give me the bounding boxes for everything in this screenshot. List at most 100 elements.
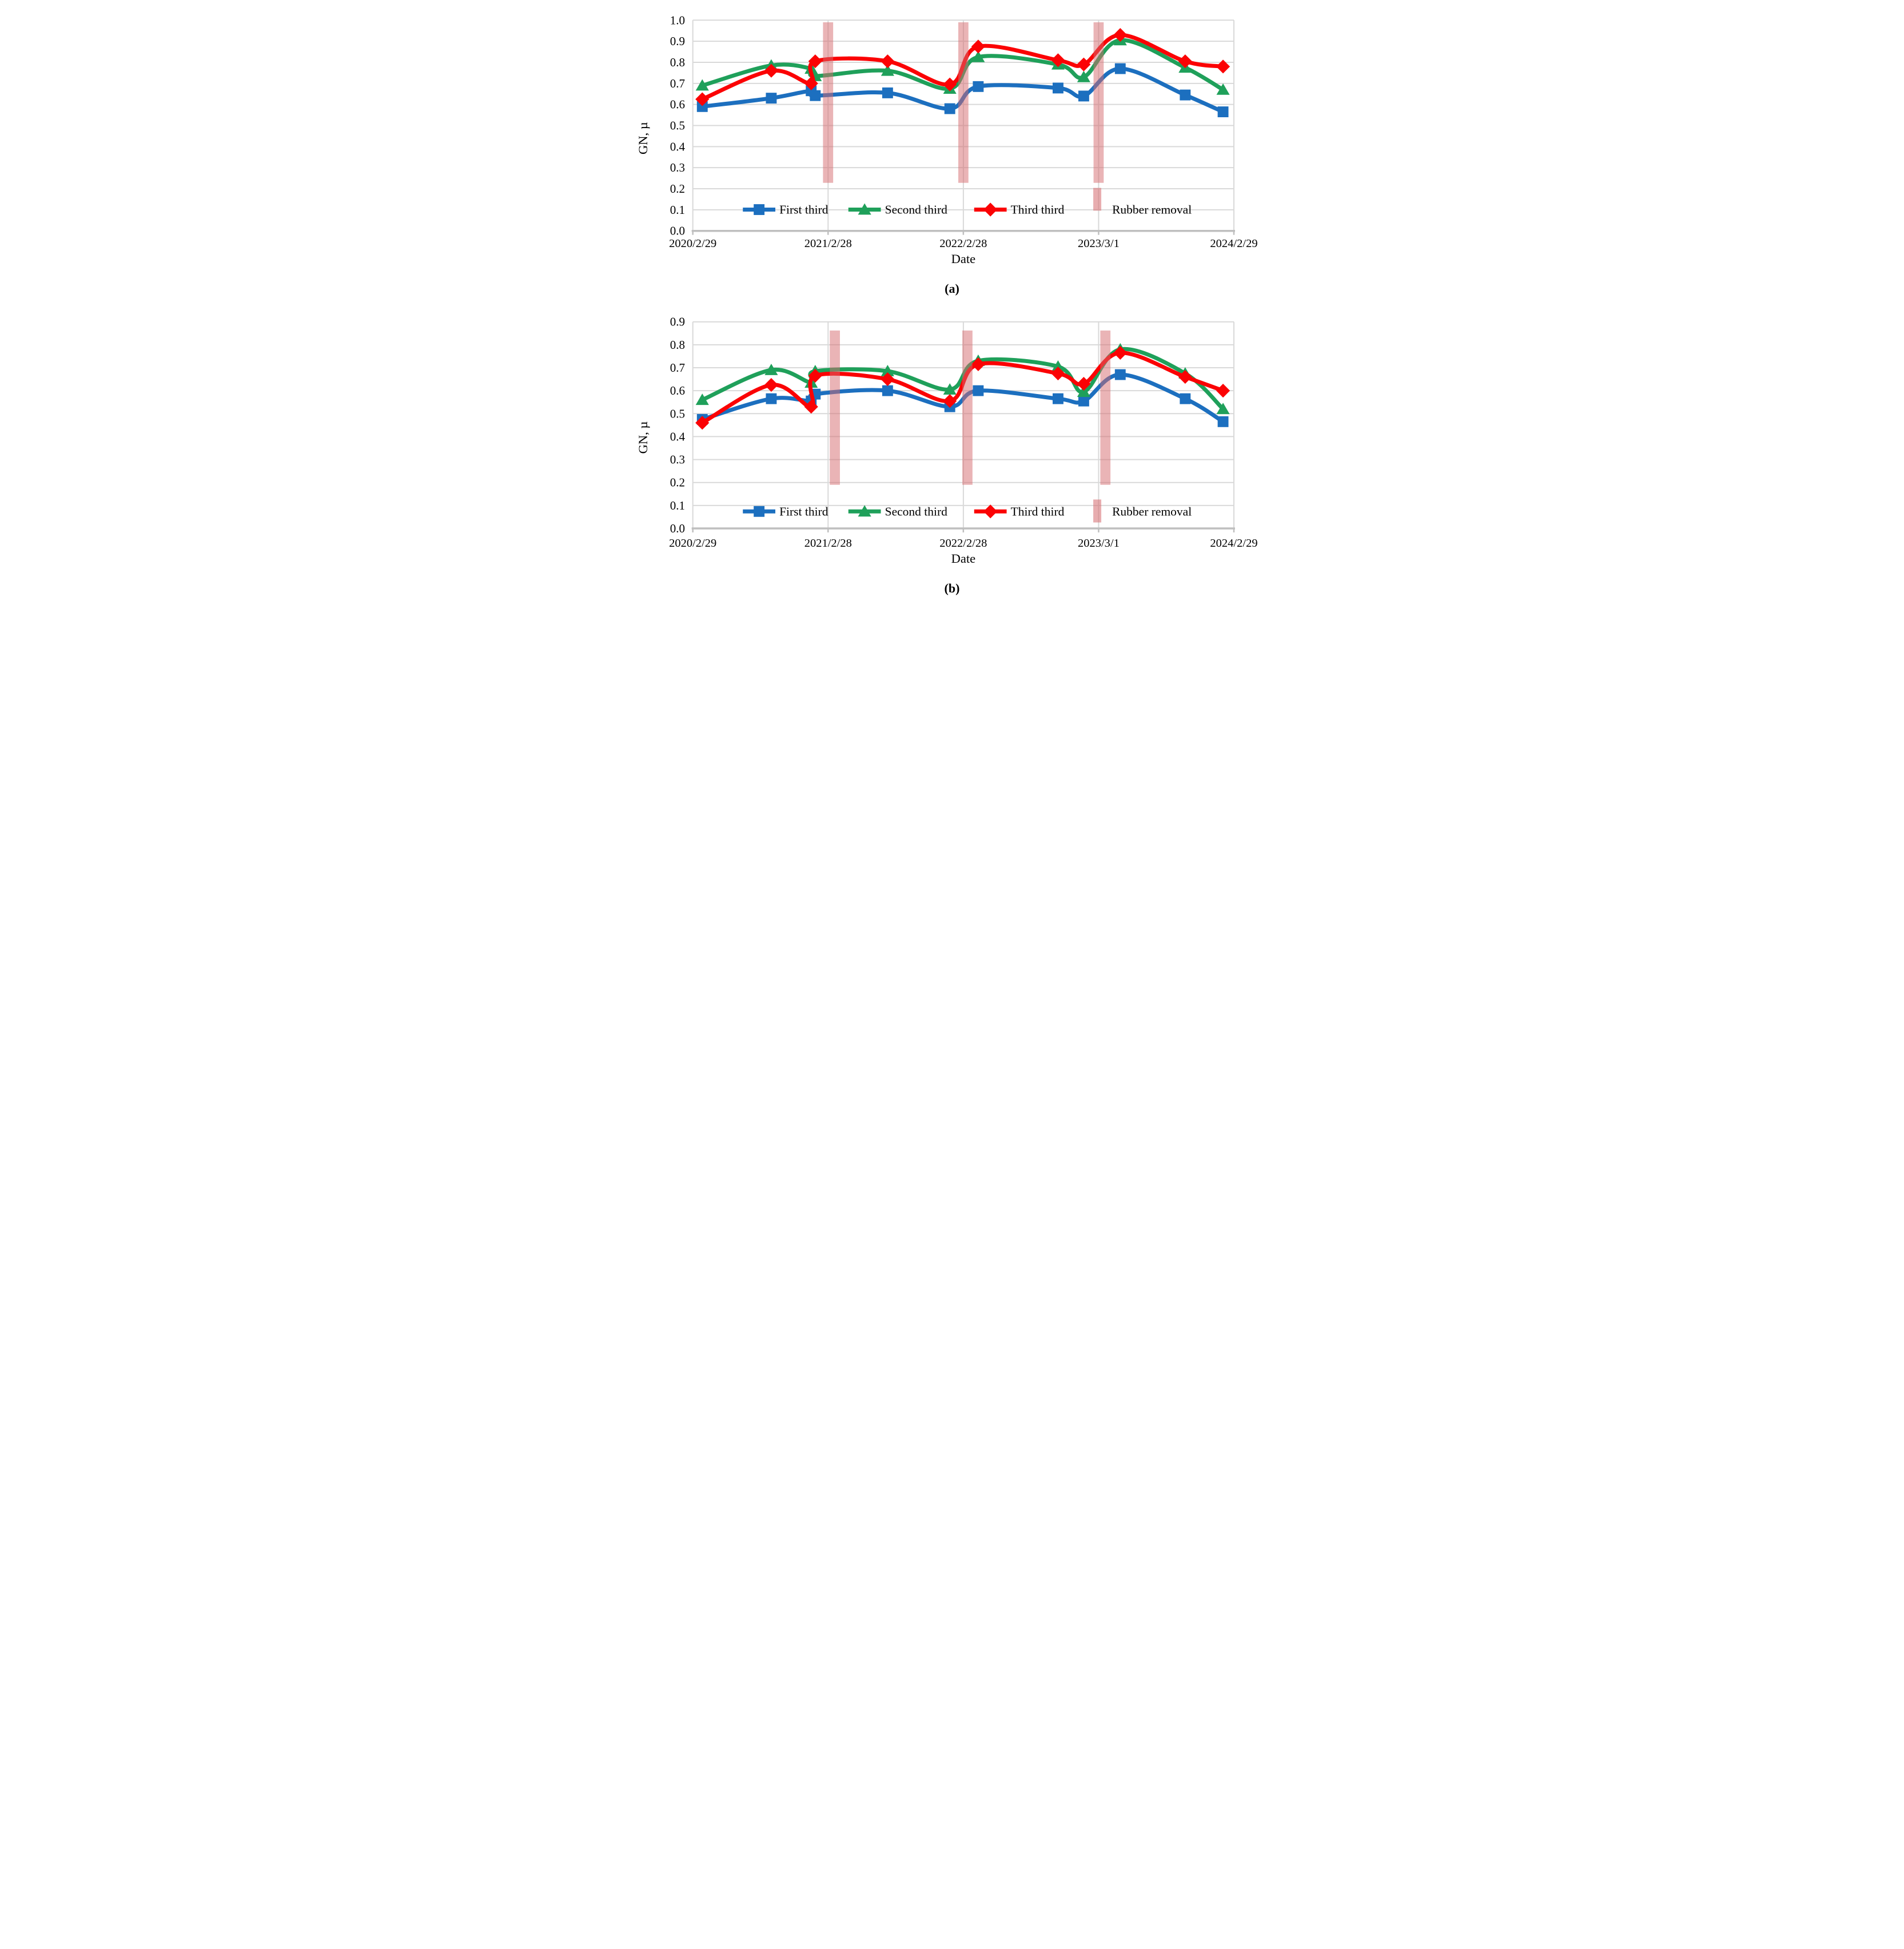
- triangle-marker: [764, 363, 778, 375]
- rubber-removal-bars: [830, 330, 1111, 485]
- x-tick-label: 2022/2/28: [939, 237, 987, 250]
- triangle-marker: [943, 383, 957, 395]
- diamond-marker: [695, 92, 710, 106]
- triangle-marker: [695, 79, 709, 91]
- legend-item-third-third: Third third: [974, 504, 1065, 519]
- triangle-marker: [881, 64, 894, 76]
- square-marker: [1078, 90, 1089, 102]
- triangle-marker: [1216, 83, 1230, 95]
- rubber-removal-bars: [823, 22, 1104, 183]
- diamond-marker: [764, 378, 778, 392]
- x-tick-label: 2020/2/29: [669, 237, 716, 250]
- legend-label: Second third: [885, 202, 948, 216]
- y-tick-label: 0.8: [670, 55, 685, 69]
- legend: First third Second third Third third Rubber…: [743, 499, 1192, 523]
- y-tick-label: 0.8: [670, 338, 685, 352]
- y-axis-title: GN, µ: [636, 421, 650, 454]
- triangle-marker: [1051, 360, 1065, 372]
- diamond-marker: [1051, 366, 1065, 381]
- y-tick-label: 0.1: [670, 203, 685, 217]
- legend-bar-swatch: [1093, 499, 1102, 523]
- legend-item-third-third: Third third: [974, 202, 1065, 217]
- legend-label: Third third: [1011, 202, 1065, 216]
- y-tick-label: 0.0: [670, 224, 685, 238]
- diamond-marker: [971, 39, 985, 54]
- diamond-marker: [881, 54, 895, 69]
- legend-diamond-icon: [983, 504, 998, 519]
- diamond-marker: [1216, 59, 1230, 74]
- y-tick-label: 0.2: [670, 182, 685, 196]
- x-tick-label: 2020/2/29: [669, 537, 716, 550]
- x-axis-title: Date: [951, 551, 975, 566]
- diamond-marker: [971, 357, 985, 372]
- square-marker: [766, 393, 777, 404]
- y-tick-label: 0.6: [670, 98, 685, 112]
- square-marker: [944, 103, 955, 114]
- square-marker: [1114, 63, 1126, 74]
- legend: First third Second third Third third Rubber…: [743, 188, 1192, 217]
- rubber-removal-bar: [1100, 330, 1111, 485]
- axis-labels: 0.0 0.1 0.2 0.3 0.4 0.5 0.6 0.7 0.8 0.9 1.0 2020/2/…: [636, 13, 1258, 266]
- y-tick-label: 0.7: [670, 361, 685, 375]
- legend-square-icon: [754, 506, 765, 517]
- x-axis-title: Date: [951, 252, 975, 266]
- square-marker: [1078, 395, 1089, 407]
- square-marker: [696, 101, 708, 112]
- y-axis-title: GN, µ: [636, 122, 650, 154]
- triangle-marker: [1216, 403, 1230, 415]
- y-tick-label: 0.3: [670, 161, 685, 174]
- diamond-marker: [943, 394, 957, 408]
- legend-item-rubber-removal: Rubber removal: [1093, 188, 1192, 216]
- y-tick-label: 0.0: [670, 522, 685, 535]
- figure-page: First third Second third Third third Rubber…: [635, 0, 1269, 615]
- rubber-removal-bar: [962, 330, 973, 485]
- rubber-removal-bar: [1093, 22, 1104, 183]
- legend-item-first-third: First third: [743, 504, 828, 518]
- legend-item-second-third: Second third: [848, 202, 948, 216]
- panel-a: First third Second third Third third Rubber…: [635, 5, 1269, 296]
- diamond-marker: [1216, 384, 1230, 398]
- axis-labels: 0.0 0.1 0.2 0.3 0.4 0.5 0.6 0.7 0.8 0.9 2020/2/29 2…: [636, 315, 1258, 566]
- rubber-removal-bar: [823, 22, 834, 183]
- square-marker: [1180, 89, 1191, 101]
- triangle-marker: [695, 393, 709, 405]
- legend-item-rubber-removal: Rubber removal: [1093, 499, 1192, 523]
- legend-label: Second third: [885, 504, 948, 518]
- square-marker: [766, 93, 777, 104]
- triangle-marker: [1077, 70, 1090, 82]
- rubber-removal-bar: [830, 330, 840, 485]
- x-tick-label: 2024/2/29: [1210, 237, 1257, 250]
- x-tick-label: 2023/3/1: [1078, 237, 1120, 250]
- y-tick-label: 0.2: [670, 476, 685, 490]
- square-marker: [1114, 369, 1126, 380]
- axes: [691, 229, 1235, 235]
- diamond-marker: [804, 76, 818, 90]
- x-tick-label: 2021/2/28: [804, 537, 852, 550]
- y-tick-label: 0.9: [670, 34, 685, 48]
- square-marker: [1053, 393, 1063, 404]
- square-marker: [1217, 416, 1229, 427]
- square-marker: [810, 90, 821, 101]
- caption-a: (a): [945, 281, 959, 296]
- axes: [691, 527, 1235, 532]
- line-chart-panel-b: First third Second third Third third Rubber…: [636, 315, 1258, 566]
- triangle-marker: [971, 50, 985, 62]
- diamond-marker: [1051, 53, 1065, 67]
- legend-bar-swatch: [1093, 188, 1102, 211]
- square-marker: [1217, 106, 1229, 118]
- rubber-removal-bar: [958, 22, 969, 183]
- triangle-marker: [881, 364, 894, 376]
- y-tick-label: 0.3: [670, 453, 685, 467]
- legend-label: Rubber removal: [1112, 504, 1192, 518]
- x-tick-label: 2021/2/28: [804, 237, 852, 250]
- caption-b: (b): [944, 581, 960, 595]
- y-tick-label: 0.5: [670, 407, 685, 420]
- legend-diamond-icon: [983, 202, 998, 217]
- legend-label: First third: [779, 504, 828, 518]
- legend-item-first-third: First third: [743, 202, 828, 216]
- legend-item-second-third: Second third: [848, 504, 948, 518]
- y-tick-label: 0.4: [670, 140, 686, 153]
- legend-square-icon: [754, 204, 765, 215]
- series-first-third: [696, 63, 1229, 118]
- square-marker: [882, 385, 893, 396]
